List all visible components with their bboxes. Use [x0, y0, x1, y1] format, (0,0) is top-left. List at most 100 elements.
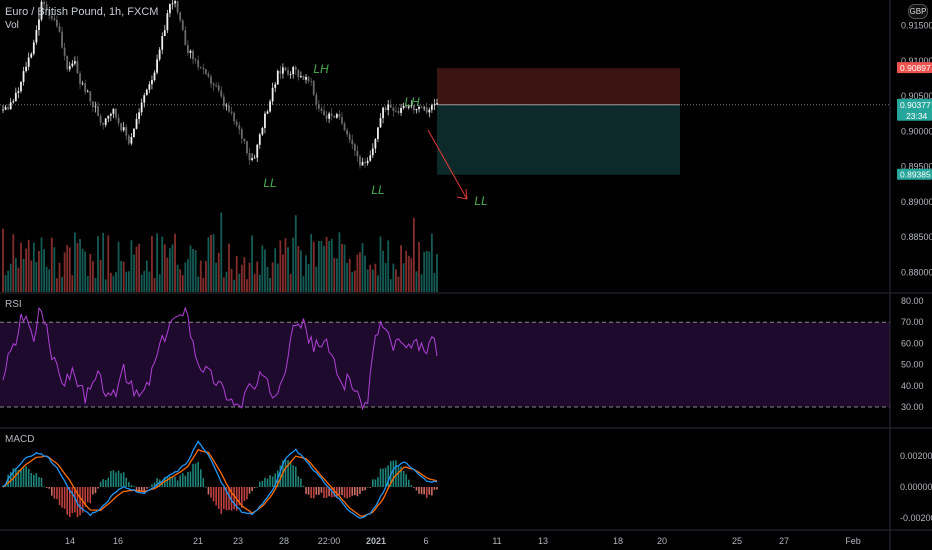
- candle-body: [402, 106, 405, 109]
- candle-body: [253, 157, 256, 159]
- macd-histogram-bar: [133, 486, 135, 487]
- candle-body: [228, 105, 230, 112]
- time-tick-label: 25: [732, 536, 742, 546]
- candle-body: [99, 115, 102, 123]
- volume-bar: [305, 255, 307, 292]
- symbol-title: Euro / British Pound, 1h, FXCM: [5, 6, 159, 18]
- rsi-pane[interactable]: [0, 306, 890, 411]
- candle-body: [25, 66, 28, 72]
- volume-bar: [351, 271, 354, 292]
- macd-histogram-bar: [341, 487, 343, 496]
- macd-histogram-bar: [184, 475, 187, 487]
- macd-histogram-bar: [161, 481, 164, 487]
- volume-bar: [284, 238, 287, 292]
- volume-bar: [133, 254, 135, 292]
- candle-body: [302, 76, 305, 80]
- volume-bar: [356, 254, 359, 292]
- macd-histogram-bar: [269, 475, 271, 487]
- candle-body: [81, 83, 84, 85]
- volume-bar: [61, 276, 63, 292]
- macd-histogram-bar: [66, 487, 69, 515]
- volume-bar: [369, 264, 372, 292]
- candle-body: [307, 76, 310, 81]
- candle-body: [325, 115, 328, 119]
- price-tick-label: 0.91500: [901, 21, 932, 31]
- macd-histogram-bar: [84, 487, 86, 507]
- candle-body: [387, 104, 390, 111]
- currency-badge[interactable]: GBP: [908, 4, 928, 19]
- volume-bar: [156, 233, 158, 292]
- volume-bar: [127, 271, 130, 292]
- macd-histogram-bar: [104, 480, 107, 487]
- candle-body: [79, 73, 81, 84]
- price-tick-label: 0.90500: [901, 91, 932, 101]
- candle-body: [400, 108, 402, 113]
- candle-body: [202, 67, 205, 70]
- volume-bar: [68, 247, 71, 292]
- macd-histogram-bar: [194, 463, 197, 487]
- macd-histogram-bar: [56, 487, 58, 499]
- volume-bar: [130, 240, 133, 292]
- macd-pane[interactable]: [2, 440, 438, 519]
- volume-bar: [14, 258, 17, 292]
- candle-body: [353, 144, 356, 151]
- candle-body: [143, 95, 146, 103]
- volume-bar: [423, 251, 426, 292]
- candle-body: [425, 107, 428, 113]
- macd-histogram-bar: [79, 487, 81, 516]
- time-tick-label: 13: [538, 536, 548, 546]
- price-pane[interactable]: LH LH LL LL LL: [0, 0, 890, 292]
- volume-bar: [279, 240, 282, 292]
- volume-bar: [366, 269, 369, 292]
- macd-histogram-bar: [212, 487, 215, 502]
- candle-body: [192, 50, 194, 60]
- volume-bar: [194, 250, 197, 292]
- candle-body: [356, 150, 359, 157]
- macd-histogram-bar: [207, 487, 210, 495]
- candle-body: [97, 106, 99, 116]
- candle-body: [261, 127, 264, 135]
- volume-bar: [246, 279, 248, 292]
- volume-bar: [197, 276, 200, 292]
- candle-body: [117, 117, 120, 124]
- macd-histogram-bar: [351, 487, 354, 496]
- volume-bar: [192, 249, 194, 292]
- volume-bar: [20, 242, 22, 292]
- volume-bar: [40, 237, 43, 292]
- volume-bar: [43, 249, 45, 292]
- candle-body: [248, 153, 251, 161]
- macd-histogram-bar: [74, 487, 76, 513]
- candle-body: [212, 83, 215, 86]
- macd-histogram-bar: [171, 477, 174, 487]
- swing-annotation: LL: [474, 194, 487, 208]
- candle-body: [238, 125, 241, 130]
- candle-body: [333, 115, 336, 118]
- macd-histogram-bar: [38, 477, 40, 487]
- candle-body: [48, 9, 51, 17]
- rsi-tick-label: 80.00: [901, 296, 924, 306]
- candle-body: [412, 105, 415, 111]
- macd-histogram-bar: [289, 461, 292, 487]
- macd-histogram-bar: [202, 478, 205, 487]
- macd-histogram-bar: [264, 477, 266, 487]
- macd-histogram-bar: [423, 487, 425, 495]
- candle-body: [292, 67, 295, 75]
- volume-bar: [215, 262, 218, 292]
- candle-body: [266, 111, 269, 114]
- candle-body: [364, 161, 366, 164]
- macd-histogram-bar: [310, 487, 312, 499]
- macd-histogram-bar: [397, 466, 400, 487]
- candle-body: [395, 111, 397, 112]
- volume-bar: [264, 249, 266, 292]
- price-badge: [897, 98, 932, 121]
- volume-bar: [287, 247, 289, 292]
- candle-body: [220, 90, 223, 97]
- price-tick-label: 0.91000: [901, 56, 932, 66]
- volume-bar: [248, 262, 251, 292]
- candle-body: [323, 110, 325, 116]
- volume-bar: [17, 267, 20, 292]
- volume-bar: [382, 250, 384, 292]
- volume-bar: [348, 258, 351, 292]
- candle-body: [127, 135, 130, 144]
